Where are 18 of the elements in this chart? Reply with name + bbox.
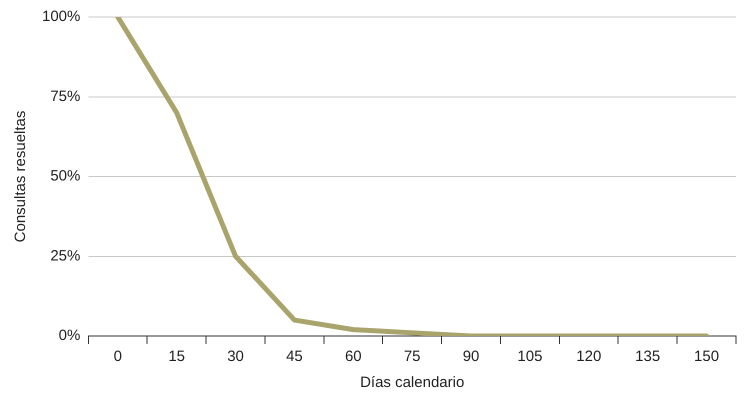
x-axis-title: Días calendario xyxy=(360,374,464,392)
y-axis-title: Consultas resueltas xyxy=(12,110,30,242)
y-tick-label: 100% xyxy=(42,8,80,26)
x-tick-label: 135 xyxy=(635,348,660,366)
y-tick-label: 25% xyxy=(50,247,80,264)
x-tick-label: 30 xyxy=(227,348,244,366)
x-tick-label: 105 xyxy=(517,348,542,366)
x-tick-label: 60 xyxy=(344,348,362,366)
x-tick-label: 90 xyxy=(462,348,480,366)
x-tick-label: 0 xyxy=(114,348,122,366)
x-tick-label: 120 xyxy=(576,348,602,366)
y-tick-label: 50% xyxy=(50,168,80,185)
y-tick-label: 0% xyxy=(58,327,80,344)
y-tick-label: 75% xyxy=(50,88,80,105)
x-tick-label: 45 xyxy=(286,348,303,366)
x-tick-label: 150 xyxy=(694,348,720,366)
x-tick-label: 15 xyxy=(168,348,186,366)
x-tick-label: 75 xyxy=(404,348,421,366)
